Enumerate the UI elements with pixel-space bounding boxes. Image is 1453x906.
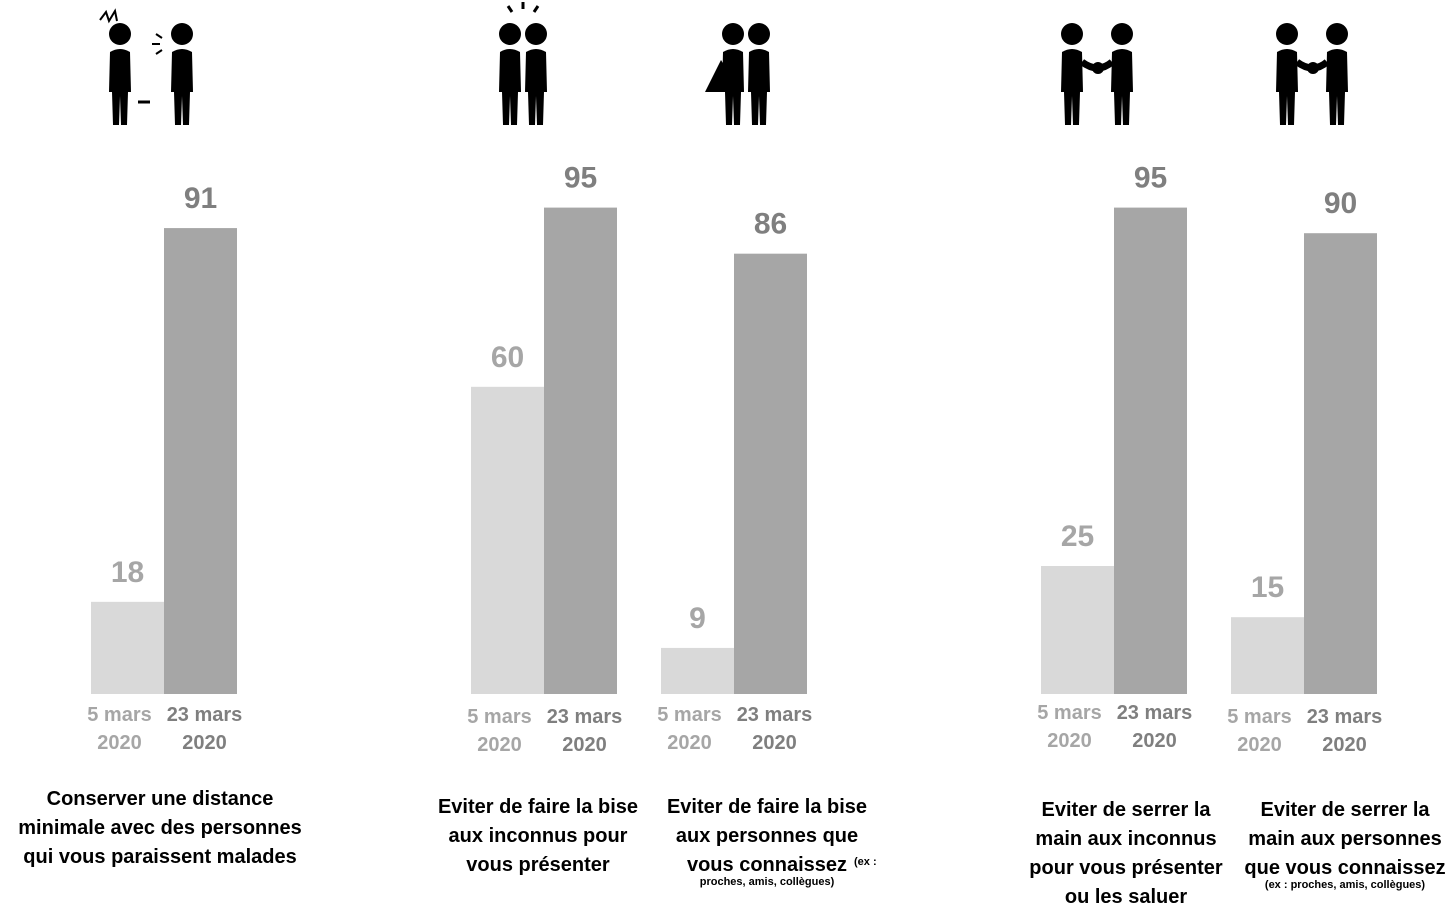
- caption-g1-line2: minimale avec des personnes: [18, 817, 301, 839]
- value-label-g2-s2: 95: [564, 162, 597, 195]
- value-label-g5-s1: 15: [1251, 571, 1284, 604]
- tick-label-g1-s2-line2: 2020: [182, 732, 227, 754]
- caption-g5-line2: main aux personnes: [1248, 828, 1441, 850]
- caption-note2-g3: proches, amis, collègues): [700, 876, 835, 888]
- caption-g5-line3: que vous connaissez: [1244, 857, 1445, 879]
- tick-label-g2-s2-line1: 23 mars: [547, 706, 623, 728]
- tick-label-g4-s1-line1: 5 mars: [1037, 702, 1102, 724]
- value-label-g4-s1: 25: [1061, 520, 1094, 553]
- tick-label-g3-s1-line2: 2020: [667, 732, 712, 754]
- caption-g5-line1: Eviter de serrer la: [1261, 799, 1431, 821]
- caption-g4-line2: main aux inconnus: [1035, 828, 1216, 850]
- bar-g4-s2: [1114, 207, 1187, 694]
- tick-label-g3-s2-line2: 2020: [752, 732, 797, 754]
- bar-g3-s1: [661, 647, 734, 694]
- value-label-g1-s1: 18: [111, 556, 144, 589]
- bar-g2-s1: [471, 386, 544, 694]
- caption-g4-line4: ou les saluer: [1065, 886, 1187, 906]
- bar-g4-s1: [1041, 566, 1114, 694]
- tick-label-g3-s2-line1: 23 mars: [737, 704, 813, 726]
- value-label-g5-s2: 90: [1324, 187, 1357, 220]
- handshake-known-icon: [1276, 23, 1348, 125]
- handshake-strangers-icon: [1061, 23, 1133, 125]
- bar-g1-s1: [91, 601, 164, 694]
- tick-label-g5-s2-line2: 2020: [1322, 734, 1367, 756]
- bar-g5-s2: [1304, 233, 1377, 694]
- caption-note-g5: (ex : proches, amis, collègues): [1265, 879, 1426, 891]
- tick-label-g2-s1-line1: 5 mars: [467, 706, 532, 728]
- tick-label-g3-s1-line1: 5 mars: [657, 704, 722, 726]
- tick-label-g4-s2-line2: 2020: [1132, 730, 1177, 752]
- tick-label-g2-s2-line2: 2020: [562, 734, 607, 756]
- caption-g1-line1: Conserver une distance: [47, 788, 274, 810]
- tick-label-g5-s1-line1: 5 mars: [1227, 706, 1292, 728]
- bar-g5-s1: [1231, 617, 1304, 694]
- bar-g3-s2: [734, 253, 807, 694]
- value-label-g2-s1: 60: [491, 341, 524, 374]
- bar-g2-s2: [544, 207, 617, 694]
- caption-g2-line1: Eviter de faire la bise: [438, 796, 638, 818]
- tick-label-g1-s1-line2: 2020: [97, 732, 142, 754]
- tick-label-g2-s1-line2: 2020: [477, 734, 522, 756]
- bar-g1-s2: [164, 228, 237, 694]
- caption-g2-line3: vous présenter: [466, 854, 610, 876]
- value-label-g1-s2: 91: [184, 182, 217, 215]
- value-label-g3-s1: 9: [689, 602, 706, 635]
- tick-label-g1-s1-line1: 5 mars: [87, 704, 152, 726]
- caption-g3-line3: vous connaissez: [687, 854, 847, 876]
- tick-label-g4-s2-line1: 23 mars: [1117, 702, 1193, 724]
- caption-note-g3: (ex :: [854, 856, 877, 868]
- tick-label-g4-s1-line2: 2020: [1047, 730, 1092, 752]
- caption-g3-line2: aux personnes que: [676, 825, 858, 847]
- kiss-strangers-icon: [499, 2, 547, 125]
- caption-g1-line3: qui vous paraissent malades: [23, 846, 296, 868]
- caption-g4-line1: Eviter de serrer la: [1042, 799, 1212, 821]
- caption-g3-line1: Eviter de faire la bise: [667, 796, 867, 818]
- value-label-g3-s2: 86: [754, 208, 787, 241]
- tick-label-g1-s2-line1: 23 mars: [167, 704, 243, 726]
- caption-g4-line3: pour vous présenter: [1029, 857, 1223, 879]
- tick-label-g5-s1-line2: 2020: [1237, 734, 1282, 756]
- value-label-g4-s2: 95: [1134, 162, 1167, 195]
- caption-g2-line2: aux inconnus pour: [449, 825, 628, 847]
- tick-label-g5-s2-line1: 23 mars: [1307, 706, 1383, 728]
- kiss-known-icon: [705, 23, 770, 125]
- distance-sick-icon: [99, 8, 193, 125]
